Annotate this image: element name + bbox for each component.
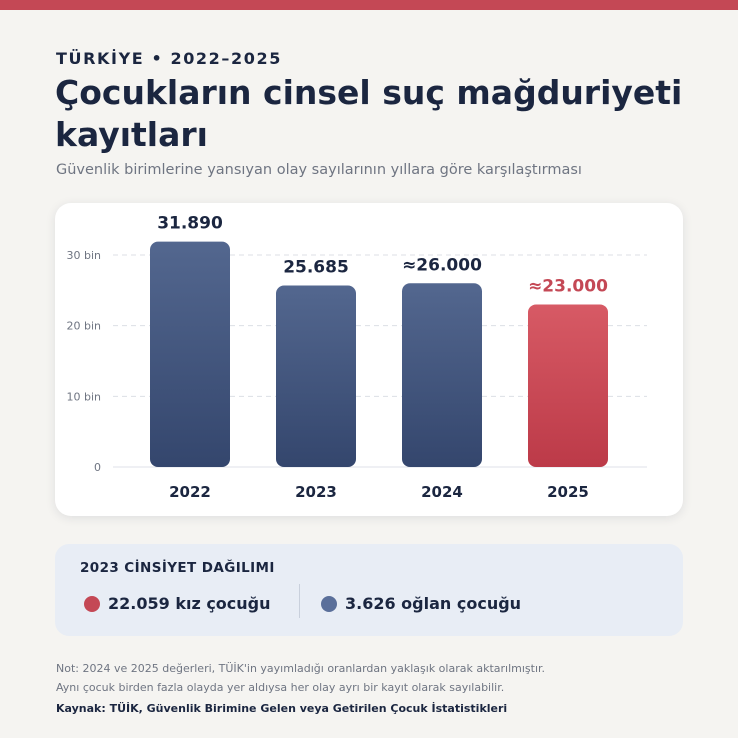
bar-value-label: ≈23.000 (528, 276, 608, 296)
bar-value-label: 31.890 (157, 214, 223, 234)
footnote: Not: 2024 ve 2025 değerleri, TÜİK'in yay… (56, 659, 545, 697)
girls-dot-icon (84, 595, 100, 612)
boys-stat-label: 3.626 oğlan çocuğu (345, 594, 522, 613)
boys-stat: 3.626 oğlan çocuğu (321, 594, 521, 613)
x-tick-label: 2024 (421, 483, 463, 501)
boys-dot-icon (321, 595, 337, 612)
x-tick-label: 2025 (547, 483, 589, 501)
bar-2025 (528, 304, 608, 467)
gender-breakdown-card: 2023 CİNSİYET DAĞILIMI 22.059 kız çocuğu… (55, 544, 683, 636)
bar-2022 (150, 241, 230, 467)
x-tick-label: 2022 (169, 483, 211, 501)
bar-2023 (276, 285, 356, 467)
footnote-line-2: Aynı çocuk birden fazla olayda yer aldıy… (56, 681, 505, 694)
bar-value-label: ≈26.000 (402, 255, 482, 275)
girls-stat: 22.059 kız çocuğu (84, 594, 271, 613)
source-credit: Kaynak: TÜİK, Güvenlik Birimine Gelen ve… (56, 702, 508, 715)
bar-2024 (402, 283, 482, 467)
x-tick-label: 2023 (295, 483, 337, 501)
page-title: Çocukların cinsel suç mağduriyeti kayıtl… (55, 73, 683, 154)
bar-value-label: 25.685 (283, 257, 349, 277)
bar-chart: 0 10 bin 20 bin 30 bin 31.890 2022 25.685 2023 ≈… (66, 214, 647, 501)
y-tick-label: 10 bin (66, 390, 101, 403)
footnote-line-1: Not: 2024 ve 2025 değerleri, TÜİK'in yay… (56, 662, 546, 675)
gender-divider (299, 584, 300, 618)
top-accent-bar (0, 0, 738, 10)
y-tick-label: 20 bin (66, 320, 101, 333)
page-subtitle: Güvenlik birimlerine yansıyan olay sayıl… (56, 162, 582, 178)
girls-stat-label: 22.059 kız çocuğu (108, 594, 271, 613)
gender-breakdown-title: 2023 CİNSİYET DAĞILIMI (80, 560, 275, 576)
chart-card: 0 10 bin 20 bin 30 bin 31.890 2022 25.685 2023 ≈… (55, 203, 683, 516)
eyebrow-label: TÜRKİYE • 2022–2025 (56, 49, 282, 68)
y-tick-label: 30 bin (66, 249, 101, 262)
y-tick-label: 0 (94, 461, 101, 474)
